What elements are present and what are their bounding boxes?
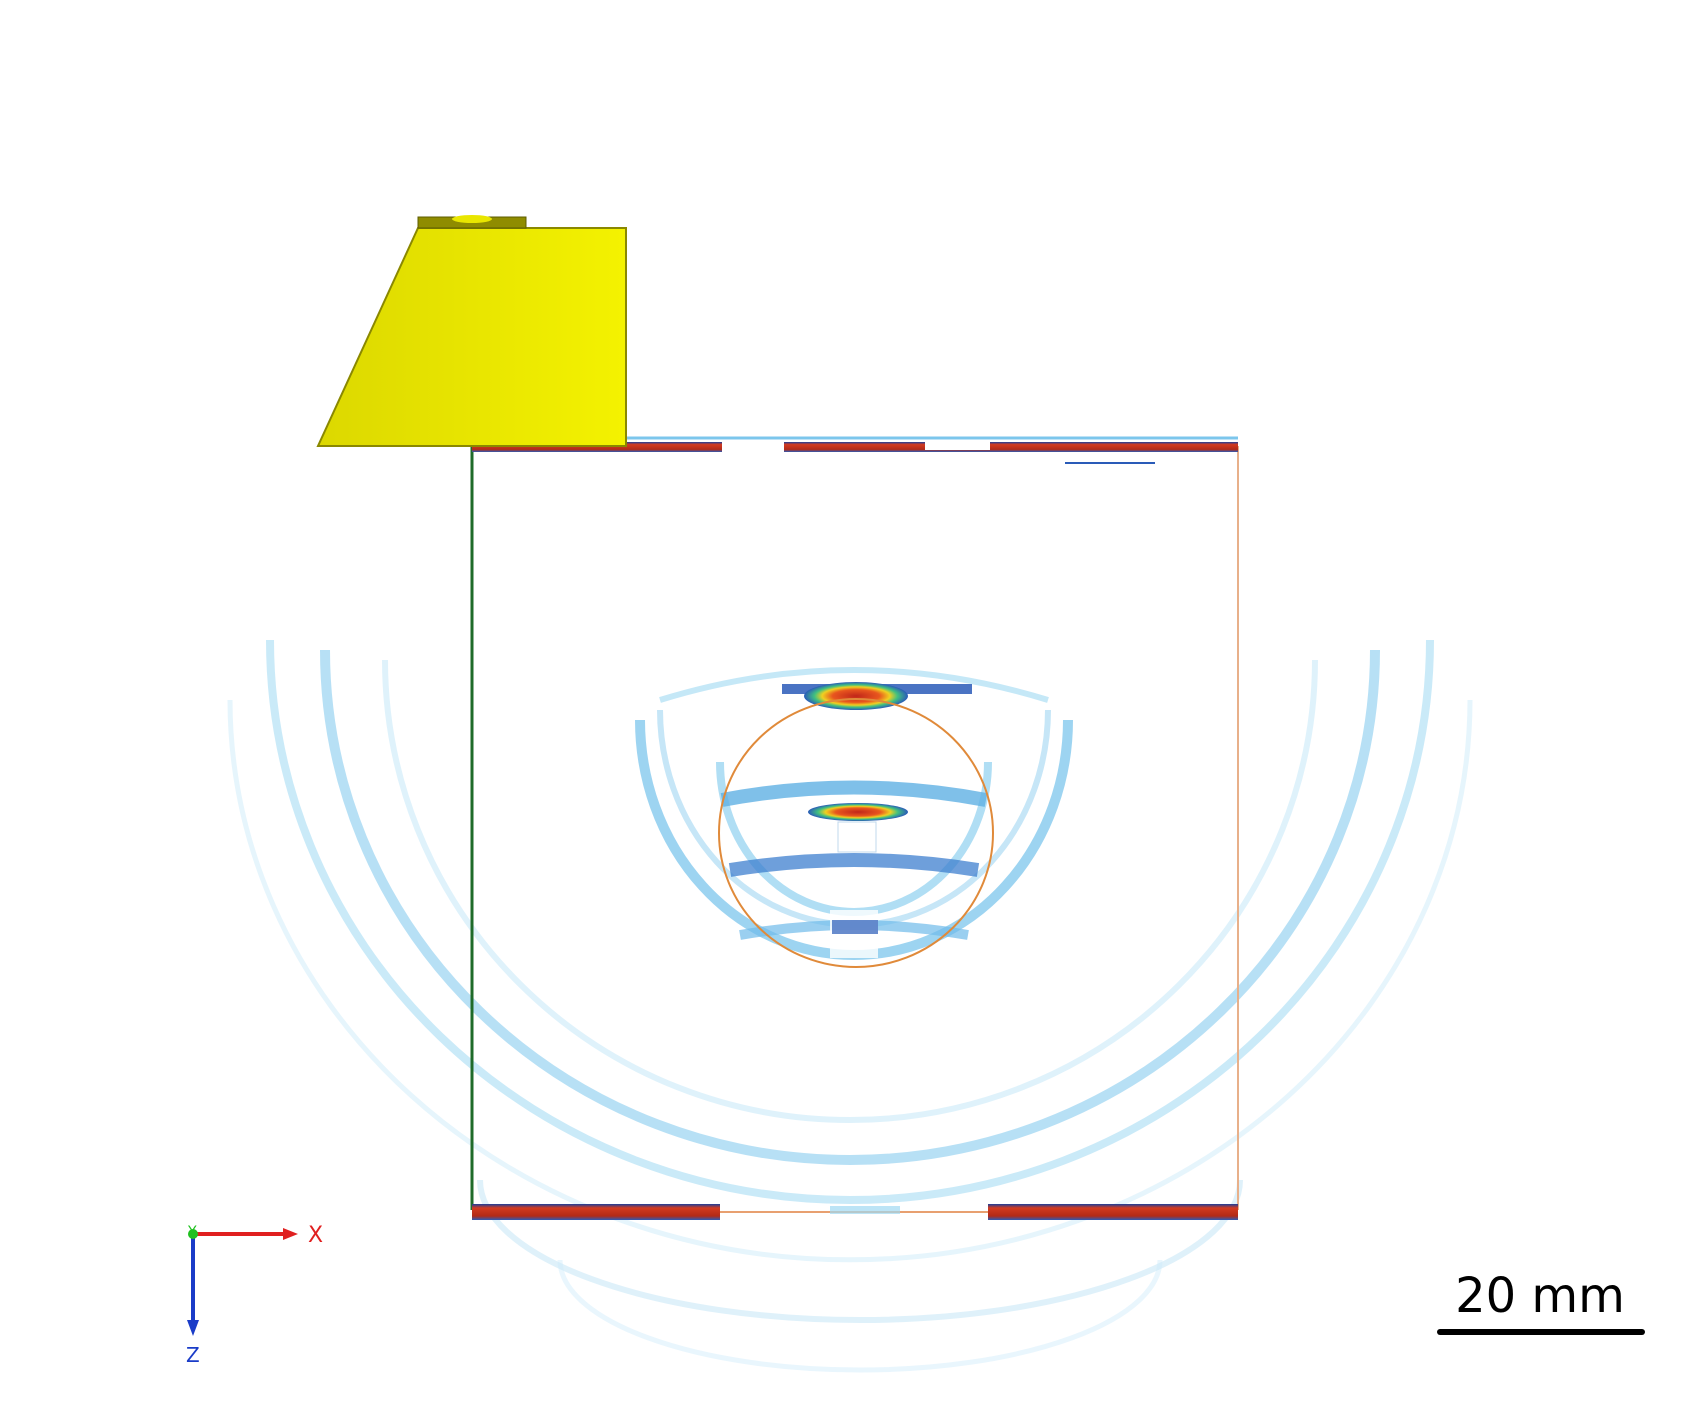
shadow-column-1 — [837, 821, 877, 853]
upper-arc — [659, 667, 1049, 703]
hole-top-hotspot — [804, 682, 908, 710]
specimen-block — [470, 436, 1239, 1220]
z-axis-head — [187, 1320, 199, 1336]
side-drilled-hole — [718, 698, 994, 968]
shadow-column-band — [832, 920, 878, 934]
bottom-strip-right — [988, 1204, 1238, 1220]
bottom-faint-center — [830, 1206, 900, 1214]
x-axis-head — [283, 1228, 298, 1240]
outer-arc-2 — [320, 649, 1380, 1165]
inner-band-1 — [720, 780, 988, 807]
axes-triad: X Z Y — [186, 1223, 323, 1367]
x-axis-label: X — [308, 1223, 323, 1248]
outer-arc-6 — [557, 1259, 1163, 1373]
y-axis-label: Y — [187, 1224, 197, 1240]
y-axis-dot — [188, 1229, 198, 1239]
scale-bar-label: 20 mm — [1455, 1268, 1625, 1324]
z-axis-label: Z — [186, 1343, 200, 1367]
reflection-hotspots — [782, 682, 972, 958]
outer-arc-3 — [382, 659, 1318, 1123]
top-gap-2 — [925, 440, 990, 450]
top-gap-1 — [722, 440, 784, 456]
scale-bar: 20 mm — [1437, 1268, 1645, 1335]
probe-wedge — [316, 227, 627, 447]
inner-band-2 — [728, 853, 980, 877]
bottom-strip-left — [472, 1204, 720, 1220]
ultrasonic-probe — [316, 215, 627, 447]
outer-arc-1 — [266, 639, 1434, 1204]
hole-middle-hotspot — [808, 803, 908, 821]
probe-connector-top — [452, 215, 492, 223]
outer-wavefronts — [227, 639, 1473, 1373]
top-surface-strip — [472, 442, 1238, 452]
outer-arc-4 — [227, 699, 1473, 1263]
outer-arc-5 — [477, 1179, 1243, 1323]
